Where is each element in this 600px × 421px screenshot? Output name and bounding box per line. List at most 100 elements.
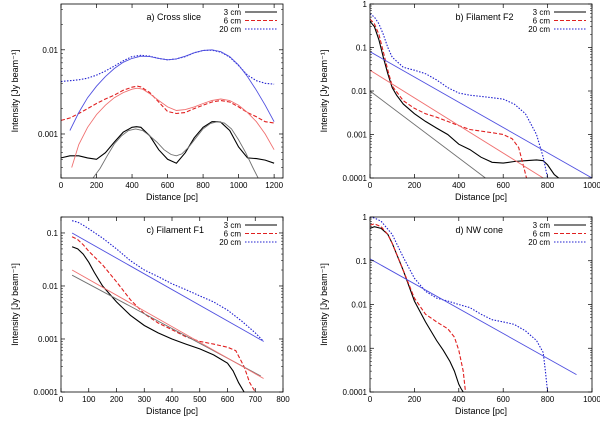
panel-a-series-20-cm-fit <box>69 49 275 131</box>
panel-b-series-6-cm-fit <box>370 69 544 178</box>
panel-d-ylabel: Intensity [Jy beam⁻¹] <box>319 263 329 346</box>
panel-c-series-3-cm <box>71 246 245 392</box>
panel-a-series-20-cm <box>61 49 275 85</box>
panel-c-series-20-cm <box>71 220 264 342</box>
panel-d-xtick-label: 600 <box>497 395 511 404</box>
panel-d-xtick-label: 200 <box>408 395 422 404</box>
panel-a-legend-label: 6 cm <box>224 17 242 26</box>
panel-c-title: c) Filament F1 <box>146 225 204 235</box>
panel-d-series <box>370 217 577 392</box>
panel-d-ytick-label: 0.001 <box>347 344 368 353</box>
panel-d-ytick-label: 1 <box>363 213 368 222</box>
panel-c-legend-label: 6 cm <box>224 230 242 239</box>
panel-b-ytick-label: 0.1 <box>356 44 368 53</box>
panel-c-ytick-label: 0.001 <box>38 335 59 344</box>
panel-a-xtick-label: 1200 <box>265 181 283 190</box>
panel-b-series-3-cm <box>370 20 560 178</box>
panel-a-legend-label: 3 cm <box>224 8 242 17</box>
panel-a-title: a) Cross slice <box>146 12 201 22</box>
panel-c-xtick-label: 300 <box>138 395 152 404</box>
panel-a-ytick-label: 0.01 <box>42 46 58 55</box>
panel-a: 0 200 400 600 800 1000 1200 0.001 0.01 Distance [… <box>10 3 284 202</box>
panel-b-series-3-cm-fit <box>370 90 486 178</box>
panel-a-ylabel: Intensity [Jy beam⁻¹] <box>10 50 20 133</box>
panel-a-xtick-label: 400 <box>125 181 139 190</box>
panel-c-xtick-label: 400 <box>165 395 179 404</box>
panel-b-series-6-cm <box>370 18 528 178</box>
panel-b-ytick-label: 0.01 <box>351 87 367 96</box>
panel-c-ytick-label: 0.01 <box>42 282 58 291</box>
panel-a-series-6-cm-fit <box>71 87 275 168</box>
panel-a-ytick-label: 0.001 <box>38 130 59 139</box>
panel-d-xtick-label: 1000 <box>583 395 600 404</box>
panel-d-legend-label: 6 cm <box>533 230 551 239</box>
panel-c-ytick-label: 0.1 <box>47 229 59 238</box>
panel-a-legend-label: 20 cm <box>219 25 241 34</box>
panel-d-series-20-cm <box>370 217 549 392</box>
panel-b-series-20-cm <box>370 13 549 178</box>
panel-c-legend-label: 3 cm <box>224 221 242 230</box>
panel-a-xtick-label: 800 <box>196 181 210 190</box>
panel-b-series <box>370 13 592 178</box>
panel-d-series-20-cm-fit <box>370 258 577 375</box>
panel-c-xtick-label: 0 <box>59 395 64 404</box>
panel-b-title: b) Filament F2 <box>455 12 513 22</box>
panel-b-xtick-label: 400 <box>452 181 466 190</box>
panel-a-xtick-label: 600 <box>161 181 175 190</box>
panel-a-xtick-label: 200 <box>90 181 104 190</box>
panel-c-legend-label: 20 cm <box>219 238 241 247</box>
panel-d-ytick-label: 0.1 <box>356 257 368 266</box>
panel-c-series-6-cm-fit <box>71 269 264 379</box>
panel-c-xtick-label: 500 <box>193 395 207 404</box>
panel-b-legend-label: 20 cm <box>528 25 550 34</box>
panel-c-xtick-label: 100 <box>82 395 96 404</box>
panel-d: 0 200 400 600 800 1000 0.0001 0.001 0.01 0.1 1 Dist… <box>319 213 600 416</box>
panel-b-xtick-label: 800 <box>541 181 555 190</box>
panel-c-xlabel: Distance [pc] <box>146 406 198 416</box>
panel-b-xtick-label: 200 <box>408 181 422 190</box>
panel-d-xtick-label: 400 <box>452 395 466 404</box>
panel-c-xtick-label: 800 <box>276 395 290 404</box>
panel-d-series-3-cm <box>370 226 464 392</box>
panel-c-ylabel: Intensity [Jy beam⁻¹] <box>10 263 20 346</box>
panel-a-series-6-cm <box>61 85 275 124</box>
panel-b-ytick-label: 0.001 <box>347 131 368 140</box>
panel-b: 0 200 400 600 800 1000 0.0001 0.001 0.01 0.1 1 Dist… <box>319 0 600 202</box>
panel-b-ytick-label: 1 <box>363 0 368 9</box>
panel-b-ytick-label: 0.0001 <box>343 174 368 183</box>
panel-c-frame <box>60 216 284 393</box>
panel-c-xtick-label: 200 <box>110 395 124 404</box>
panel-b-series-20-cm-fit <box>370 51 592 178</box>
panel-d-ytick-label: 0.01 <box>351 301 367 310</box>
panel-d-legend-label: 20 cm <box>528 238 550 247</box>
panel-b-xlabel: Distance [pc] <box>455 192 507 202</box>
panel-d-xtick-label: 0 <box>368 395 373 404</box>
panel-a-xlabel: Distance [pc] <box>146 192 198 202</box>
panel-b-ylabel: Intensity [Jy beam⁻¹] <box>319 50 329 133</box>
panel-c-series <box>71 220 264 392</box>
panel-d-legend-label: 3 cm <box>533 221 551 230</box>
panel-c-series-20-cm-fit <box>71 232 264 342</box>
panel-b-xtick-label: 1000 <box>583 181 600 190</box>
panel-b-legend-label: 6 cm <box>533 17 551 26</box>
panel-a-xtick-label: 0 <box>59 181 64 190</box>
panel-a-series <box>61 49 275 178</box>
panel-d-xtick-label: 800 <box>541 395 555 404</box>
panel-b-xtick-label: 600 <box>497 181 511 190</box>
panel-c-xtick-label: 700 <box>249 395 263 404</box>
panel-c: 0 100 200 300 400 500 600 700 800 0.0001 0.001 0.01… <box>10 216 290 416</box>
panel-d-ytick-label: 0.0001 <box>343 388 368 397</box>
panel-b-xtick-label: 0 <box>368 181 373 190</box>
panel-c-series-6-cm <box>71 236 256 392</box>
panel-d-series-6-cm <box>370 223 467 392</box>
panel-d-title: d) NW cone <box>455 225 503 235</box>
panel-a-series-3-cm-fit <box>92 121 259 178</box>
panel-d-xlabel: Distance [pc] <box>455 406 507 416</box>
panel-a-xtick-label: 1000 <box>230 181 248 190</box>
panel-c-xtick-label: 600 <box>221 395 235 404</box>
